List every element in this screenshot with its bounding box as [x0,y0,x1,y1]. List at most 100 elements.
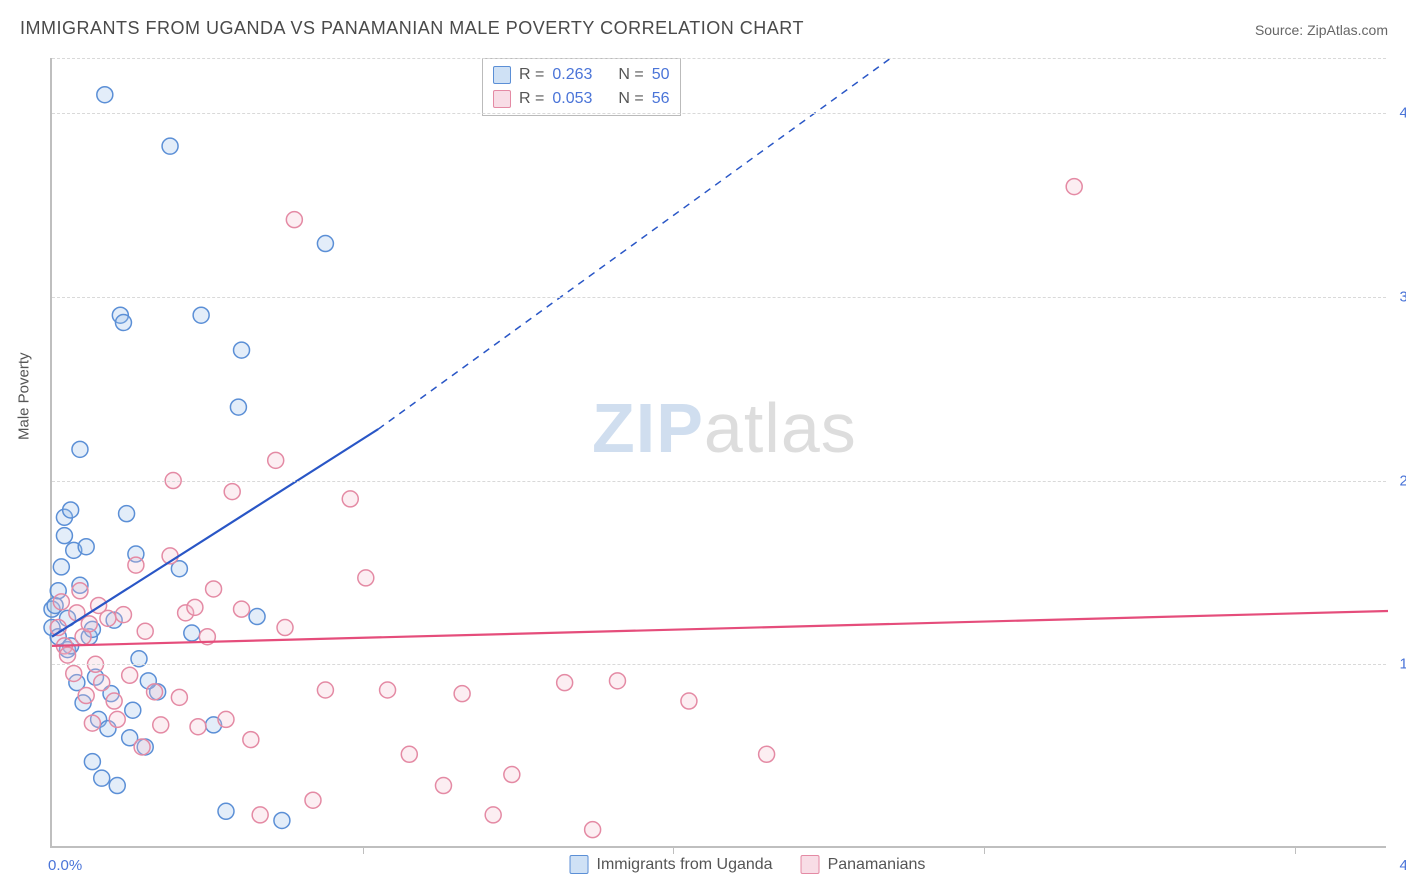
scatter-point-series-0 [230,399,246,415]
scatter-point-series-0 [193,307,209,323]
scatter-point-series-1 [206,581,222,597]
chart-source: Source: ZipAtlas.com [1255,22,1388,38]
swatch-series-0 [493,66,511,84]
scatter-point-series-1 [277,620,293,636]
scatter-point-series-0 [274,812,290,828]
scatter-point-series-1 [153,717,169,733]
scatter-point-series-0 [84,754,100,770]
scatter-point-series-1 [224,484,240,500]
gridline-h [52,113,1386,114]
scatter-point-series-1 [317,682,333,698]
scatter-point-series-1 [190,719,206,735]
scatter-point-series-0 [78,539,94,555]
r-value-1: 0.053 [552,90,592,108]
scatter-point-series-1 [72,583,88,599]
scatter-point-series-1 [557,675,573,691]
scatter-point-series-0 [94,770,110,786]
x-tick-max: 40.0% [1399,857,1406,874]
n-label-1: N = [618,90,643,108]
scatter-point-series-1 [268,452,284,468]
scatter-point-series-0 [63,502,79,518]
scatter-point-series-1 [454,686,470,702]
x-minor-tick [984,846,985,854]
y-tick-label: 10.0% [1399,656,1406,673]
scatter-point-series-0 [53,559,69,575]
bottom-legend: Immigrants from Uganda Panamanians [570,855,926,874]
scatter-point-series-1 [147,684,163,700]
scatter-point-series-0 [125,702,141,718]
scatter-point-series-1 [122,667,138,683]
gridline-h [52,297,1386,298]
scatter-point-series-1 [681,693,697,709]
scatter-point-series-0 [234,342,250,358]
chart-svg [52,58,1386,846]
scatter-point-series-1 [504,767,520,783]
stats-row-series-0: R = 0.263 N = 50 [493,63,670,87]
n-value-0: 50 [652,66,670,84]
legend-label-1: Panamanians [828,856,926,874]
swatch-series-1 [493,90,511,108]
r-label-0: R = [519,66,544,84]
scatter-point-series-0 [249,609,265,625]
y-tick-label: 40.0% [1399,105,1406,122]
scatter-point-series-0 [72,441,88,457]
scatter-point-series-1 [66,665,82,681]
scatter-point-series-0 [56,528,72,544]
scatter-point-series-1 [53,594,69,610]
trendline-series-0-solid [52,429,378,637]
legend-label-0: Immigrants from Uganda [597,856,773,874]
scatter-point-series-0 [115,315,131,331]
scatter-point-series-1 [84,715,100,731]
legend-item-1: Panamanians [801,855,926,874]
gridline-h [52,481,1386,482]
scatter-point-series-1 [243,732,259,748]
scatter-point-series-1 [187,599,203,615]
scatter-point-series-1 [109,711,125,727]
scatter-point-series-1 [106,693,122,709]
scatter-point-series-1 [1066,179,1082,195]
scatter-point-series-1 [358,570,374,586]
scatter-point-series-1 [585,822,601,838]
scatter-point-series-1 [134,739,150,755]
scatter-point-series-0 [218,803,234,819]
scatter-point-series-1 [286,212,302,228]
scatter-point-series-1 [609,673,625,689]
scatter-point-series-1 [115,607,131,623]
scatter-point-series-1 [380,682,396,698]
r-value-0: 0.263 [552,66,592,84]
scatter-point-series-1 [94,675,110,691]
gridline-h [52,664,1386,665]
scatter-point-series-1 [128,557,144,573]
scatter-point-series-1 [218,711,234,727]
scatter-point-series-0 [184,625,200,641]
x-minor-tick [1295,846,1296,854]
x-minor-tick [673,846,674,854]
scatter-point-series-0 [317,236,333,252]
chart-title: IMMIGRANTS FROM UGANDA VS PANAMANIAN MAL… [20,18,804,39]
legend-swatch-0 [570,855,589,874]
scatter-point-series-1 [81,616,97,632]
scatter-point-series-1 [78,688,94,704]
scatter-point-series-1 [435,778,451,794]
scatter-point-series-1 [234,601,250,617]
scatter-point-series-1 [485,807,501,823]
x-minor-tick [363,846,364,854]
n-label-0: N = [618,66,643,84]
y-tick-label: 20.0% [1399,472,1406,489]
plot-area: ZIPatlas R = 0.263 N = 50 R = 0.053 N = … [50,58,1386,848]
n-value-1: 56 [652,90,670,108]
scatter-point-series-1 [342,491,358,507]
stats-row-series-1: R = 0.053 N = 56 [493,87,670,111]
y-axis-label: Male Poverty [16,352,33,440]
scatter-point-series-1 [252,807,268,823]
scatter-point-series-1 [401,746,417,762]
legend-item-0: Immigrants from Uganda [570,855,773,874]
gridline-h-top [52,58,1386,59]
scatter-point-series-1 [305,792,321,808]
scatter-point-series-1 [137,623,153,639]
r-label-1: R = [519,90,544,108]
x-tick-0: 0.0% [48,857,82,874]
scatter-point-series-0 [109,778,125,794]
scatter-point-series-0 [162,138,178,154]
scatter-point-series-1 [60,647,76,663]
